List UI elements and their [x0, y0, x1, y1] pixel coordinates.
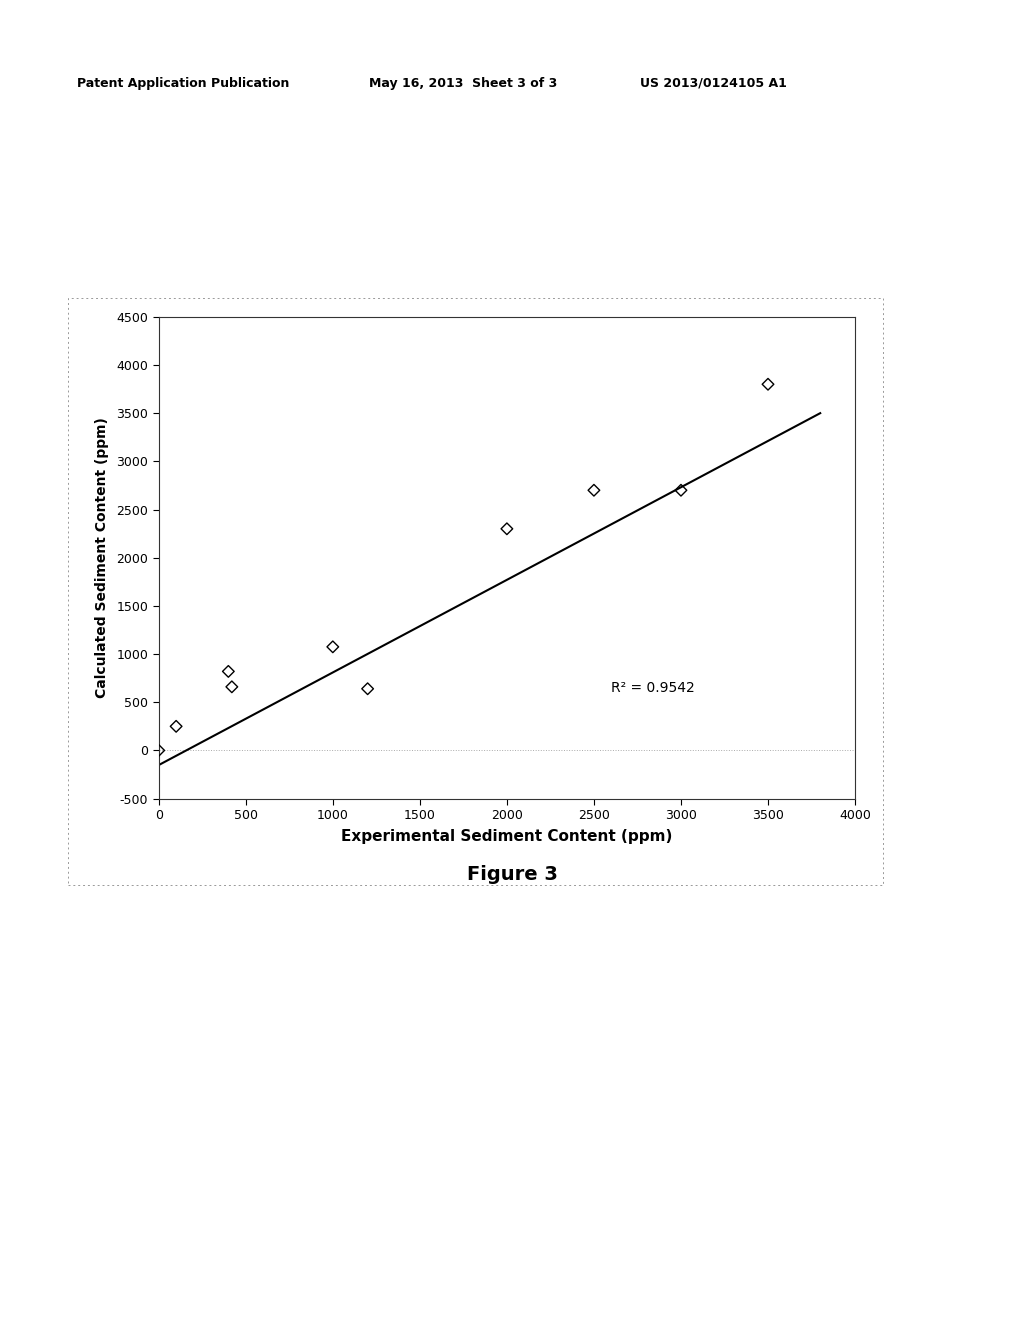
- Text: Figure 3: Figure 3: [467, 865, 557, 883]
- Bar: [69, 297, 883, 886]
- Point: [586, 479, 602, 500]
- Point: [673, 479, 689, 500]
- Text: Patent Application Publication: Patent Application Publication: [77, 77, 289, 90]
- Point: [499, 519, 515, 540]
- Point: [151, 739, 167, 760]
- Point: [760, 374, 776, 395]
- Point: [220, 661, 237, 682]
- Text: R² = 0.9542: R² = 0.9542: [611, 681, 695, 694]
- X-axis label: Experimental Sediment Content (ppm): Experimental Sediment Content (ppm): [341, 829, 673, 843]
- Text: US 2013/0124105 A1: US 2013/0124105 A1: [640, 77, 786, 90]
- Point: [168, 715, 184, 737]
- Text: May 16, 2013  Sheet 3 of 3: May 16, 2013 Sheet 3 of 3: [369, 77, 557, 90]
- Y-axis label: Calculated Sediment Content (ppm): Calculated Sediment Content (ppm): [95, 417, 110, 698]
- Point: [325, 636, 341, 657]
- Point: [223, 676, 240, 697]
- Point: [359, 678, 376, 700]
